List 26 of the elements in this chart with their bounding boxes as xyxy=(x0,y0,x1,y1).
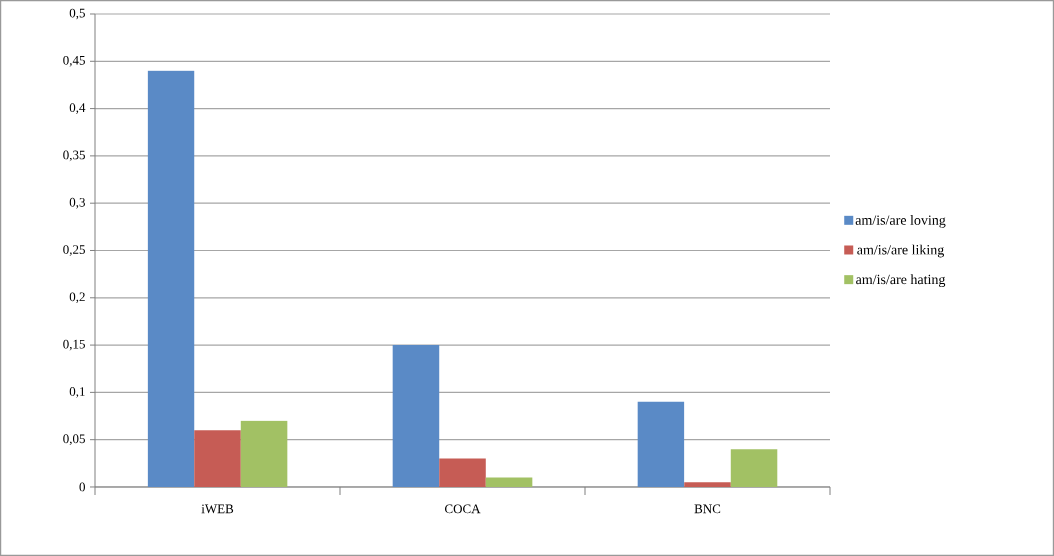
y-tick-label: 0 xyxy=(79,482,85,492)
legend-label: am/is/are hating xyxy=(856,274,946,288)
y-tick-label: 0,15 xyxy=(63,339,85,351)
y-tick-label: 0,35 xyxy=(63,150,85,162)
y-tick-label: 0,1 xyxy=(69,387,85,398)
legend-label: am/is/are loving xyxy=(855,214,946,228)
y-tick-label: 0,2 xyxy=(69,292,85,304)
y-tick-label: 0,25 xyxy=(63,245,85,256)
x-tick-label: COCA xyxy=(444,504,481,514)
y-tick-label: 0,45 xyxy=(63,55,85,67)
bar xyxy=(730,449,778,487)
y-tick-label: 0,4 xyxy=(69,103,86,114)
bar xyxy=(439,458,486,487)
bar xyxy=(240,420,288,487)
x-tick-label: iWEB xyxy=(201,504,234,514)
bar xyxy=(684,482,731,487)
x-tick-label: BNC xyxy=(694,504,721,514)
y-tick-label: 0,3 xyxy=(69,197,85,209)
bar xyxy=(485,477,533,487)
y-tick-label: 0,05 xyxy=(63,434,85,446)
legend-label: am/is/are liking xyxy=(857,244,944,258)
y-tick-label: 0,5 xyxy=(69,8,85,20)
bar xyxy=(147,70,195,487)
bar xyxy=(194,430,241,487)
bar xyxy=(392,345,440,487)
bar xyxy=(637,401,685,487)
